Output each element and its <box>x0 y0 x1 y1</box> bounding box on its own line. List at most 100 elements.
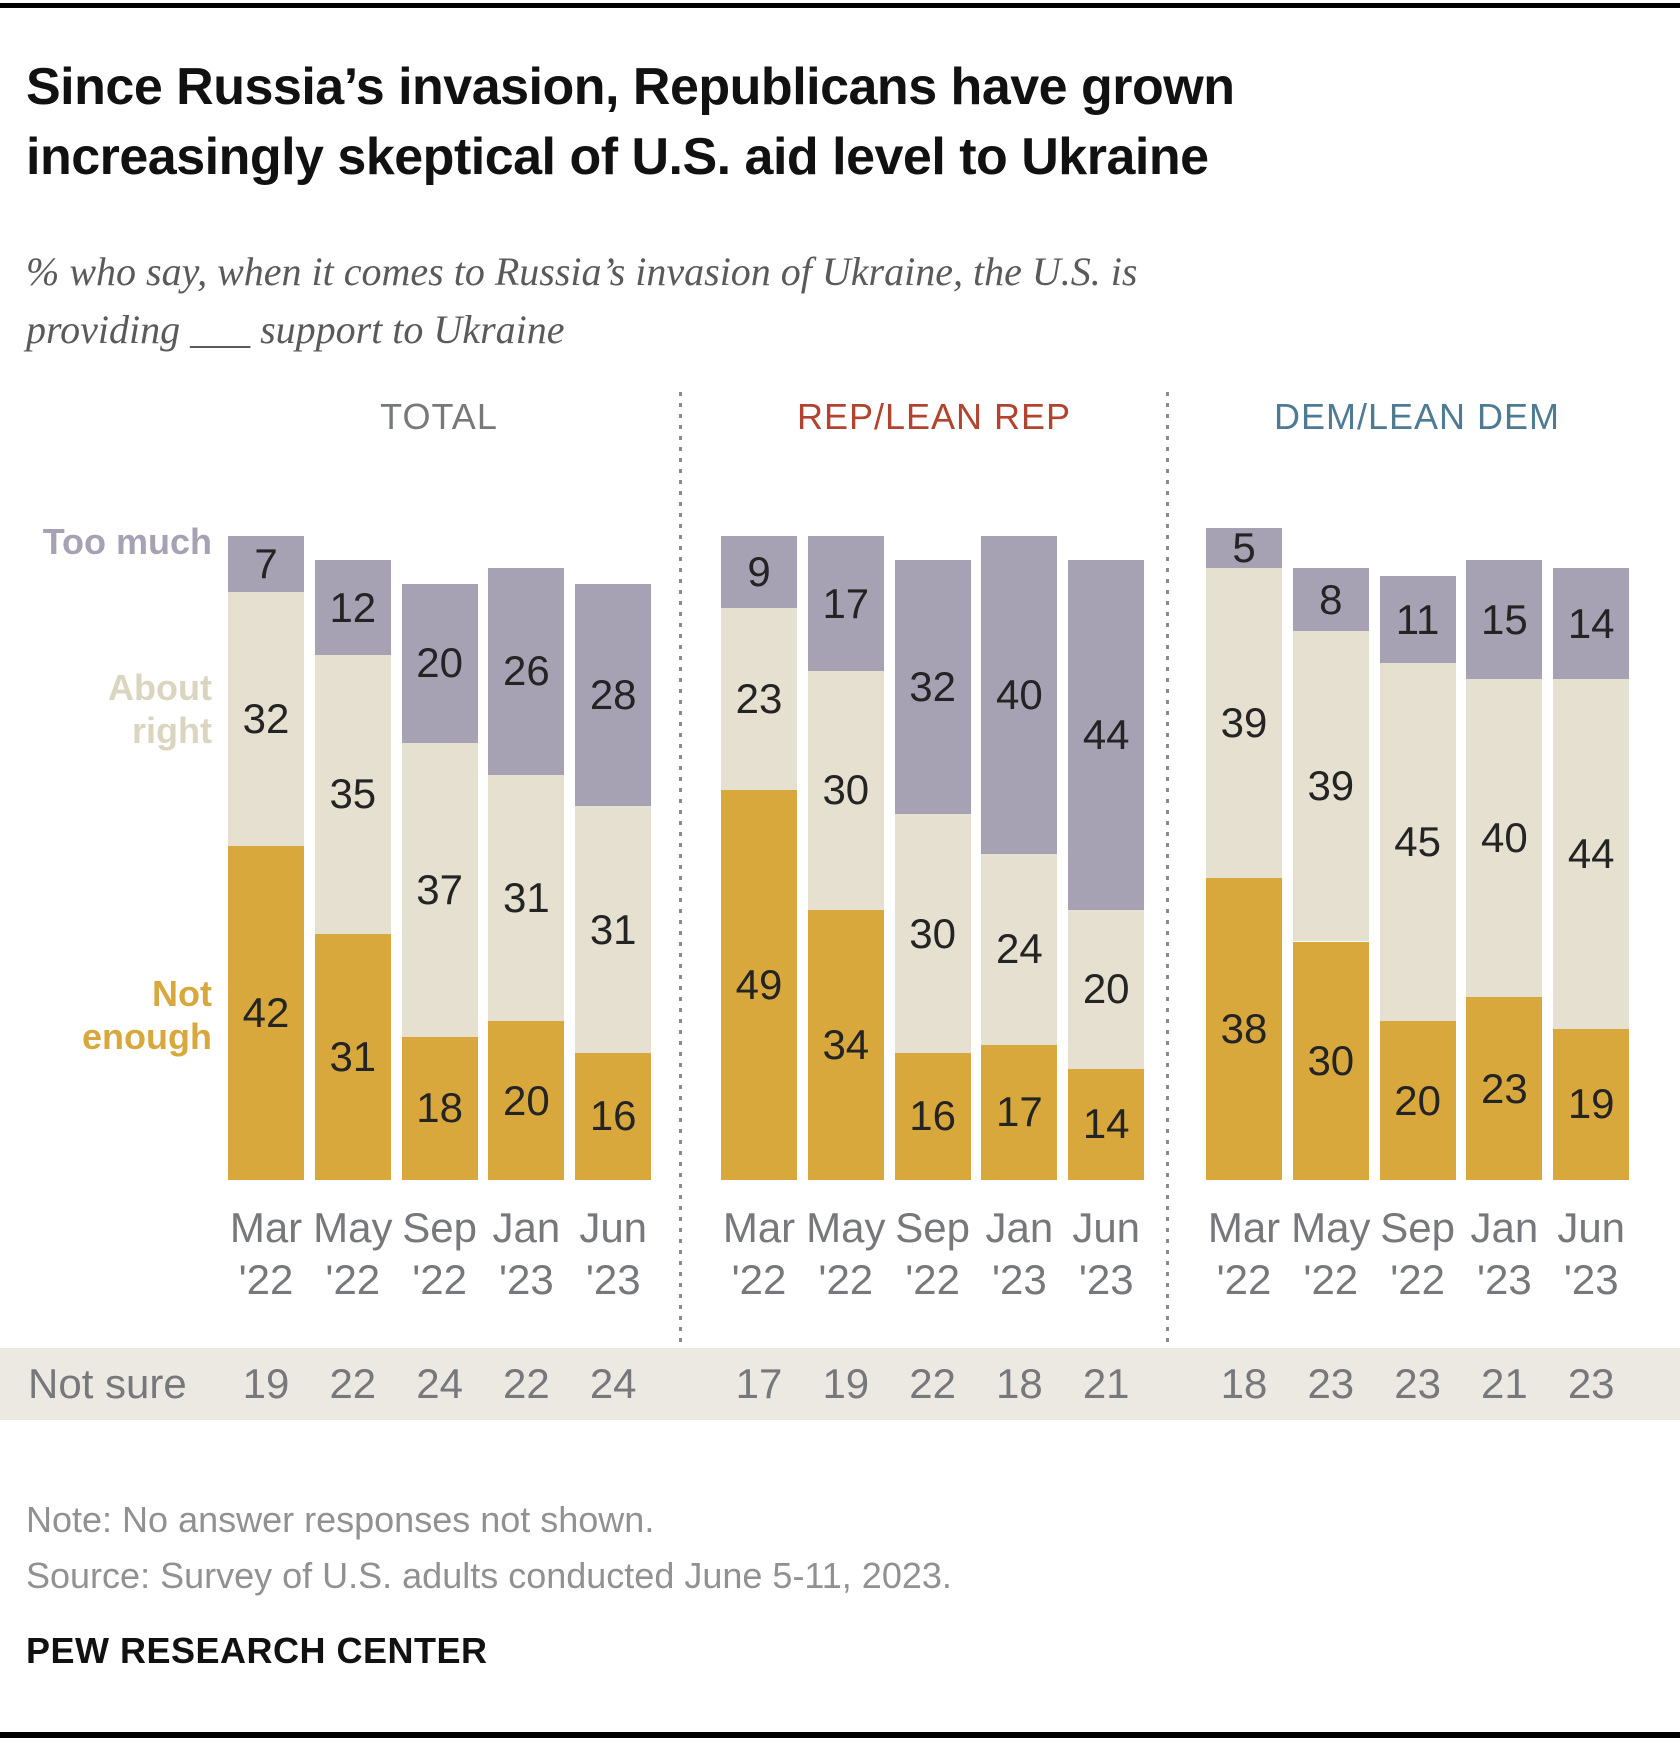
bar-value-label: 14 <box>1567 599 1615 647</box>
bar-segment-about-right <box>228 591 304 847</box>
legend-about-right: About right <box>108 667 212 751</box>
x-axis-label: Mar '22 <box>704 1202 814 1306</box>
x-axis-label-month: Jan <box>985 1204 1054 1251</box>
not-sure-value: 21 <box>1082 1360 1130 1407</box>
bar-segment-about-right <box>401 742 478 1037</box>
x-axis-label: Jun '23 <box>558 1202 668 1306</box>
bar-value-label: 40 <box>996 671 1043 719</box>
bar-segment-not-enough <box>1466 997 1543 1180</box>
bar-segment-not-enough <box>981 1044 1058 1180</box>
not-sure-value: 22 <box>909 1360 956 1407</box>
not-sure-value: 22 <box>329 1360 377 1407</box>
page-title-line-2: increasingly skeptical of U.S. aid level… <box>26 128 1209 186</box>
x-axis-label-year: '22 <box>238 1256 294 1303</box>
bar-value-label: 5 <box>1232 523 1256 571</box>
bar-segment-not-enough <box>228 846 304 1180</box>
legend-not-enough: Not enough <box>82 973 212 1057</box>
x-axis-label: Sep '22 <box>1363 1202 1473 1306</box>
bar-segment-not-enough <box>894 1052 971 1180</box>
x-axis-label: Jun '23 <box>1051 1202 1161 1306</box>
bar-segment-about-right <box>1206 567 1282 878</box>
bar-segment-not-enough <box>314 933 391 1180</box>
bar-value-label: 24 <box>996 925 1043 973</box>
bar-value-label: 42 <box>242 989 290 1037</box>
bar-value-label: 31 <box>589 905 637 953</box>
x-axis-label-year: '23 <box>992 1256 1047 1303</box>
subtitle-line-1: % who say, when it comes to Russia’s inv… <box>26 249 1138 294</box>
x-axis-label-month: Jan <box>492 1204 561 1251</box>
bar-value-label: 35 <box>329 770 377 818</box>
bar-segment-too-much <box>981 536 1058 855</box>
bar-value-label: 12 <box>329 583 377 631</box>
bar-value-label: 34 <box>822 1020 870 1068</box>
bar-value-label: 31 <box>503 873 550 921</box>
panel-separator-right <box>1166 392 1169 1422</box>
x-axis-label-year: '22 <box>1303 1256 1359 1303</box>
x-axis-label-year: '22 <box>412 1256 467 1303</box>
x-axis-label-year: '23 <box>499 1256 554 1303</box>
x-axis-label-year: '22 <box>818 1256 874 1303</box>
bar-value-label: 16 <box>909 1092 956 1140</box>
not-sure-value: 19 <box>822 1360 870 1407</box>
bar-segment-not-enough <box>488 1021 565 1180</box>
bar-segment-too-much <box>314 559 391 656</box>
bar-value-label: 14 <box>1082 1100 1130 1148</box>
bar-segment-too-much <box>1292 567 1369 632</box>
bar-segment-too-much <box>228 536 304 592</box>
bar-value-label: 49 <box>735 961 783 1009</box>
bar-segment-too-much <box>575 583 652 807</box>
x-axis-label-month: Jun <box>1557 1204 1626 1251</box>
not-sure-value: 24 <box>589 1360 637 1407</box>
not-sure-row-label: Not sure <box>28 1360 187 1407</box>
x-axis-label: May '22 <box>298 1202 408 1306</box>
bar-segment-too-much <box>401 583 478 743</box>
x-axis-label-year: '22 <box>905 1256 960 1303</box>
bar-value-label: 30 <box>822 766 870 814</box>
x-axis-label-month: Jun <box>579 1204 648 1251</box>
x-axis-label: Jan '23 <box>471 1202 581 1306</box>
bar-value-label: 32 <box>242 694 290 742</box>
x-axis-label-month: May <box>1291 1204 1371 1251</box>
x-axis-label: May '22 <box>1276 1202 1386 1306</box>
not-sure-value: 23 <box>1394 1360 1441 1407</box>
not-sure-value: 18 <box>996 1360 1043 1407</box>
bar-segment-not-enough <box>807 909 884 1180</box>
bottom-rule <box>0 1732 1680 1738</box>
not-sure-value: 23 <box>1567 1360 1615 1407</box>
bar-value-label: 19 <box>1567 1080 1615 1128</box>
bar-value-label: 20 <box>503 1076 550 1124</box>
x-axis-label: Jun '23 <box>1536 1202 1646 1306</box>
bar-value-label: 26 <box>503 647 550 695</box>
bar-segment-too-much <box>807 536 884 672</box>
not-sure-band <box>0 1348 1680 1420</box>
bar-segment-too-much <box>488 567 565 775</box>
x-axis-label: Jan '23 <box>964 1202 1074 1306</box>
bar-value-label: 31 <box>329 1032 377 1080</box>
x-axis-label-year: '23 <box>1078 1256 1134 1303</box>
not-sure-value: 24 <box>416 1360 463 1407</box>
bar-segment-not-enough <box>1553 1028 1630 1180</box>
not-sure-value: 21 <box>1481 1360 1528 1407</box>
bar-segment-too-much <box>1379 575 1456 664</box>
x-axis-label-month: Sep <box>402 1204 477 1251</box>
bar-segment-too-much <box>1206 528 1282 568</box>
x-axis-label-month: Mar <box>229 1204 303 1251</box>
bar-segment-about-right <box>1068 909 1145 1069</box>
x-axis-label: Jan '23 <box>1449 1202 1559 1306</box>
bar-value-label: 17 <box>822 579 870 627</box>
bar-value-label: 23 <box>1481 1064 1528 1112</box>
bar-value-label: 30 <box>1307 1036 1355 1084</box>
bar-segment-not-enough <box>401 1036 478 1180</box>
bar-value-label: 20 <box>416 639 463 687</box>
bar-segment-about-right <box>1553 679 1630 1029</box>
bar-value-label: 20 <box>1394 1076 1441 1124</box>
bar-value-label: 38 <box>1220 1004 1268 1052</box>
x-axis-label-year: '23 <box>585 1256 641 1303</box>
x-axis-label-month: Mar <box>722 1204 796 1251</box>
bar-segment-not-enough <box>1068 1068 1145 1180</box>
not-sure-value: 18 <box>1220 1360 1268 1407</box>
bar-value-label: 9 <box>747 547 771 595</box>
bar-value-label: 20 <box>1082 965 1130 1013</box>
x-axis-label-year: '23 <box>1477 1256 1532 1303</box>
